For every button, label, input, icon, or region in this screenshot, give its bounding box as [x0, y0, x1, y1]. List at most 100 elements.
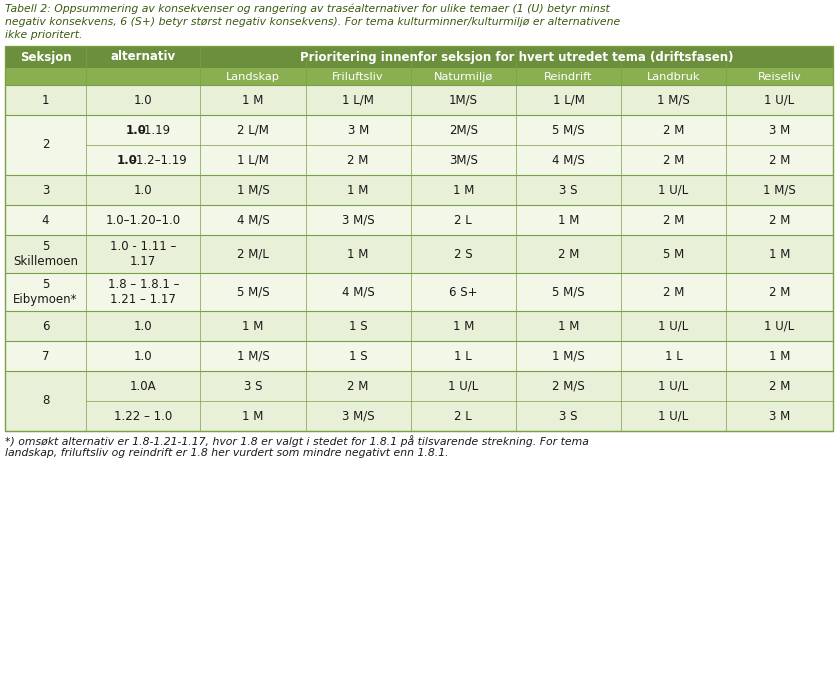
Text: Tabell 2: Oppsummering av konsekvenser og rangering av traséalternativer for uli: Tabell 2: Oppsummering av konsekvenser o…: [5, 4, 610, 14]
Text: 1.0: 1.0: [116, 153, 137, 166]
Text: 4: 4: [42, 214, 49, 227]
Text: 7: 7: [42, 349, 49, 362]
Text: 3: 3: [42, 183, 49, 197]
Text: 3 S: 3 S: [559, 409, 577, 422]
Text: –1.19: –1.19: [139, 123, 171, 136]
Text: 1 U/L: 1 U/L: [659, 379, 689, 392]
Bar: [5, 235, 833, 273]
Text: 1 M/S: 1 M/S: [236, 349, 269, 362]
Text: 4 M/S: 4 M/S: [236, 214, 269, 227]
Bar: [5, 145, 833, 175]
Text: 1 M: 1 M: [453, 319, 474, 332]
Text: 2 M: 2 M: [769, 214, 790, 227]
Text: Friluftsliv: Friluftsliv: [333, 72, 384, 82]
Text: Reiseliv: Reiseliv: [758, 72, 801, 82]
Text: 2 M/S: 2 M/S: [552, 379, 585, 392]
Text: ikke prioritert.: ikke prioritert.: [5, 30, 82, 40]
Text: Reindrift: Reindrift: [544, 72, 592, 82]
Bar: [5, 273, 833, 311]
Text: 1 U/L: 1 U/L: [448, 379, 478, 392]
Text: 6: 6: [42, 319, 49, 332]
Text: alternativ: alternativ: [111, 50, 176, 63]
Bar: [5, 68, 833, 85]
Text: 4 M/S: 4 M/S: [342, 285, 375, 298]
Text: 3 M: 3 M: [769, 409, 790, 422]
Text: 1.0: 1.0: [134, 349, 153, 362]
Text: negativ konsekvens, 6 (S+) betyr størst negativ konsekvens). For tema kulturminn: negativ konsekvens, 6 (S+) betyr størst …: [5, 17, 620, 27]
Text: 1 U/L: 1 U/L: [659, 409, 689, 422]
Text: 1 L/M: 1 L/M: [342, 93, 374, 106]
Text: 2 M: 2 M: [663, 123, 685, 136]
Text: 5 M/S: 5 M/S: [236, 285, 269, 298]
Bar: [5, 115, 833, 145]
Text: 1 M: 1 M: [558, 319, 579, 332]
Text: 1 M/S: 1 M/S: [763, 183, 796, 197]
Text: 1: 1: [42, 93, 49, 106]
Text: 5
Eibymoen*: 5 Eibymoen*: [13, 278, 78, 306]
Text: 1.0–1.20–1.0: 1.0–1.20–1.0: [106, 214, 181, 227]
Text: 2 M: 2 M: [769, 379, 790, 392]
Text: 3 M: 3 M: [348, 123, 369, 136]
Text: 1 M/S: 1 M/S: [552, 349, 585, 362]
Text: 1.0A: 1.0A: [130, 379, 157, 392]
Text: 3 M: 3 M: [769, 123, 790, 136]
Text: 1.0: 1.0: [126, 123, 147, 136]
Text: 1 S: 1 S: [349, 319, 367, 332]
Text: 2 M: 2 M: [558, 247, 579, 261]
Text: 1 M: 1 M: [769, 349, 790, 362]
Text: 1 M: 1 M: [348, 183, 369, 197]
Text: 1 M: 1 M: [242, 409, 264, 422]
Text: 1 L: 1 L: [454, 349, 472, 362]
Text: 2 M/L: 2 M/L: [237, 247, 269, 261]
Text: 3 M/S: 3 M/S: [342, 409, 375, 422]
Text: Prioritering innenfor seksjon for hvert utredet tema (driftsfasen): Prioritering innenfor seksjon for hvert …: [300, 50, 733, 63]
Bar: [5, 175, 833, 205]
Text: 2 M: 2 M: [769, 285, 790, 298]
Text: 3 S: 3 S: [244, 379, 262, 392]
Text: 2 M: 2 M: [769, 153, 790, 166]
Text: 2 M: 2 M: [348, 379, 369, 392]
Text: 1 M/S: 1 M/S: [236, 183, 269, 197]
Text: 1.0: 1.0: [134, 319, 153, 332]
Text: 1 U/L: 1 U/L: [659, 319, 689, 332]
Text: 1 M: 1 M: [348, 247, 369, 261]
Text: 5 M: 5 M: [663, 247, 685, 261]
Text: 1.22 – 1.0: 1.22 – 1.0: [114, 409, 173, 422]
Text: 8: 8: [42, 394, 49, 407]
Bar: [5, 46, 833, 68]
Text: Landskap: Landskap: [226, 72, 280, 82]
Text: 1.0 - 1.11 –
1.17: 1.0 - 1.11 – 1.17: [110, 240, 177, 268]
Text: 1.0: 1.0: [134, 93, 153, 106]
Text: 2 M: 2 M: [348, 153, 369, 166]
Text: 2 S: 2 S: [454, 247, 473, 261]
Text: 2 M: 2 M: [663, 153, 685, 166]
Text: 3M/S: 3M/S: [449, 153, 478, 166]
Text: 1M/S: 1M/S: [449, 93, 478, 106]
Text: 1 M: 1 M: [453, 183, 474, 197]
Text: –1.2–1.19: –1.2–1.19: [130, 153, 187, 166]
Text: 3 S: 3 S: [559, 183, 577, 197]
Text: 2 M: 2 M: [663, 285, 685, 298]
Text: 1 M: 1 M: [242, 319, 264, 332]
Bar: [5, 85, 833, 115]
Text: 1 L: 1 L: [665, 349, 682, 362]
Text: 1 M: 1 M: [769, 247, 790, 261]
Text: 1 U/L: 1 U/L: [764, 319, 794, 332]
Text: landskap, friluftsliv og reindrift er 1.8 her vurdert som mindre negativt enn 1.: landskap, friluftsliv og reindrift er 1.…: [5, 448, 448, 458]
Text: 1 U/L: 1 U/L: [659, 183, 689, 197]
Text: 2 L: 2 L: [454, 409, 472, 422]
Bar: [5, 401, 833, 431]
Text: 1 L/M: 1 L/M: [552, 93, 584, 106]
Text: 3 M/S: 3 M/S: [342, 214, 375, 227]
Text: 1 M: 1 M: [558, 214, 579, 227]
Bar: [5, 205, 833, 235]
Bar: [5, 371, 833, 401]
Text: 5 M/S: 5 M/S: [552, 285, 585, 298]
Text: 1 S: 1 S: [349, 349, 367, 362]
Text: *) omsøkt alternativ er 1.8-1.21-1.17, hvor 1.8 er valgt i stedet for 1.8.1 på t: *) omsøkt alternativ er 1.8-1.21-1.17, h…: [5, 435, 589, 447]
Text: 6 S+: 6 S+: [449, 285, 478, 298]
Text: 5
Skillemoen: 5 Skillemoen: [13, 240, 78, 268]
Text: Landbruk: Landbruk: [647, 72, 701, 82]
Text: 1 U/L: 1 U/L: [764, 93, 794, 106]
Text: Seksjon: Seksjon: [20, 50, 71, 63]
